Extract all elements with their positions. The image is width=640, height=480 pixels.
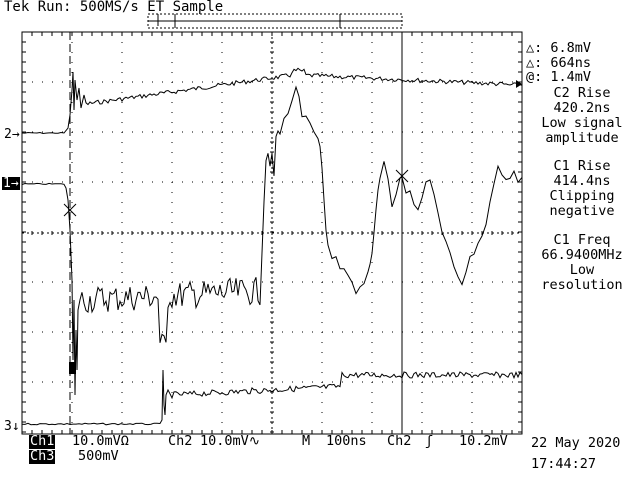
measurement-1-title: C2 Rise <box>553 85 611 101</box>
date-display: 22 May 2020 <box>531 435 621 451</box>
measurement-2-note: Clipping <box>549 188 615 204</box>
ch3-label[interactable]: Ch3 <box>29 448 56 464</box>
cursor-at-voltage: @: 1.4mV <box>526 69 592 85</box>
ch2-scale: 10.0mV∿ <box>200 433 261 449</box>
trigger-level-arrow <box>516 80 522 88</box>
channel-1-waveform <box>21 85 523 396</box>
record-length-indicator <box>147 13 403 29</box>
cursor-delta-time: △: 664ns <box>526 55 592 71</box>
ch1-scale: 10.0mVΩ <box>72 433 129 449</box>
trigger-position-marker <box>69 362 76 374</box>
channel-2-marker[interactable]: 2→ <box>4 127 20 142</box>
graticule-ticks <box>21 31 523 434</box>
timebase-value: 100ns <box>326 433 367 449</box>
ch3-scale: 500mV <box>78 448 119 464</box>
measurement-3-note: Low <box>569 262 595 278</box>
time-display: 17:44:27 <box>531 456 597 472</box>
measurement-3-value: 66.9400MHz <box>541 247 623 263</box>
measurement-cross-markers <box>63 169 409 217</box>
measurement-1-value: 420.2ns <box>553 100 611 116</box>
measurement-3-title: C1 Freq <box>553 232 611 248</box>
measurement-1-note-2: amplitude <box>545 130 619 146</box>
rising-edge-icon: ʃ <box>425 433 434 449</box>
channel-2-waveform <box>21 67 523 135</box>
timebase-label[interactable]: M <box>302 433 311 449</box>
ch1-label[interactable]: Ch1 <box>29 433 56 449</box>
trigger-source[interactable]: Ch2 <box>387 433 412 449</box>
channel-1-marker[interactable]: 1→ <box>2 176 20 191</box>
trigger-level: 10.2mV <box>459 433 508 449</box>
ch2-label[interactable]: Ch2 <box>168 433 193 449</box>
measurement-2-note-2: negative <box>549 203 615 219</box>
acquisition-status: Tek Run: 500MS/s ET Sample <box>4 0 224 15</box>
measurement-1-note: Low signal <box>541 115 623 131</box>
measurement-2-value: 414.4ns <box>553 173 611 189</box>
measurement-2-title: C1 Rise <box>553 158 611 174</box>
measurement-3-note-2: resolution <box>541 277 623 293</box>
channel-3-marker[interactable]: 3↓ <box>4 419 20 434</box>
cursor-delta-voltage: △: 6.8mV <box>526 40 592 56</box>
channel-3-waveform <box>21 369 523 426</box>
